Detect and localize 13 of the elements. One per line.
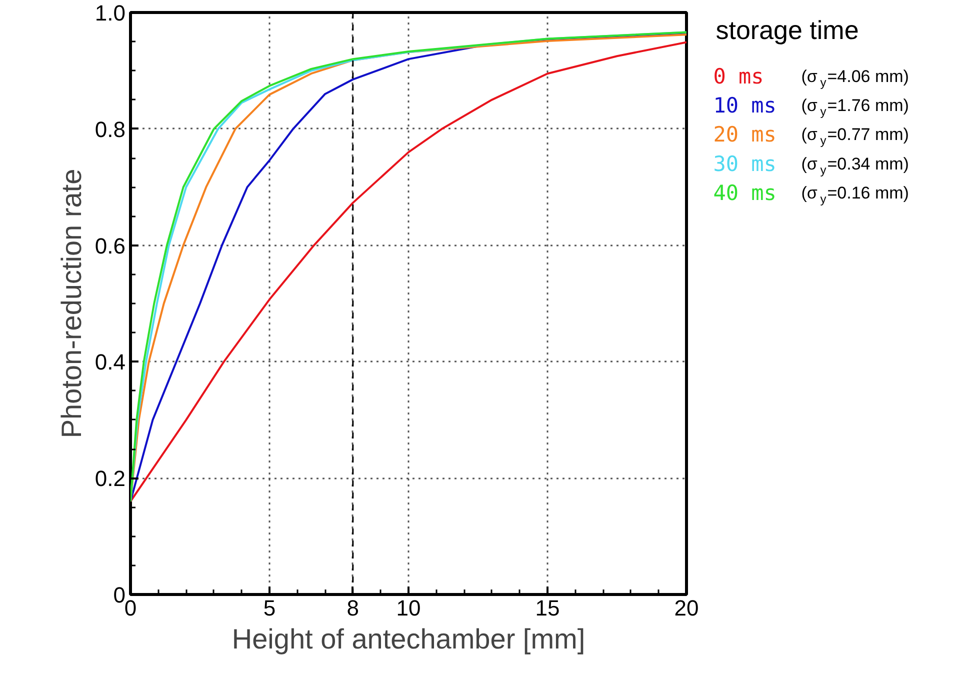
legend-title: storage time (716, 14, 859, 45)
x-axis-title: Height of antechamber [mm] (232, 624, 586, 654)
x-tick-label: 20 (674, 596, 699, 620)
x-tick-label: 10 (396, 596, 421, 620)
y-tick-label: 0.2 (94, 466, 126, 492)
y-tick-label: 1.0 (94, 0, 126, 26)
y-tick-label: 0.6 (94, 233, 126, 258)
y-tick-label: 0.4 (94, 350, 126, 375)
x-tick-label: 15 (535, 596, 560, 620)
x-tick-label: 5 (263, 596, 276, 620)
y-tick-label: 0.8 (94, 116, 126, 142)
x-tick-label: 8 (346, 596, 360, 620)
y-axis-title: Photon-reduction rate (56, 168, 87, 438)
